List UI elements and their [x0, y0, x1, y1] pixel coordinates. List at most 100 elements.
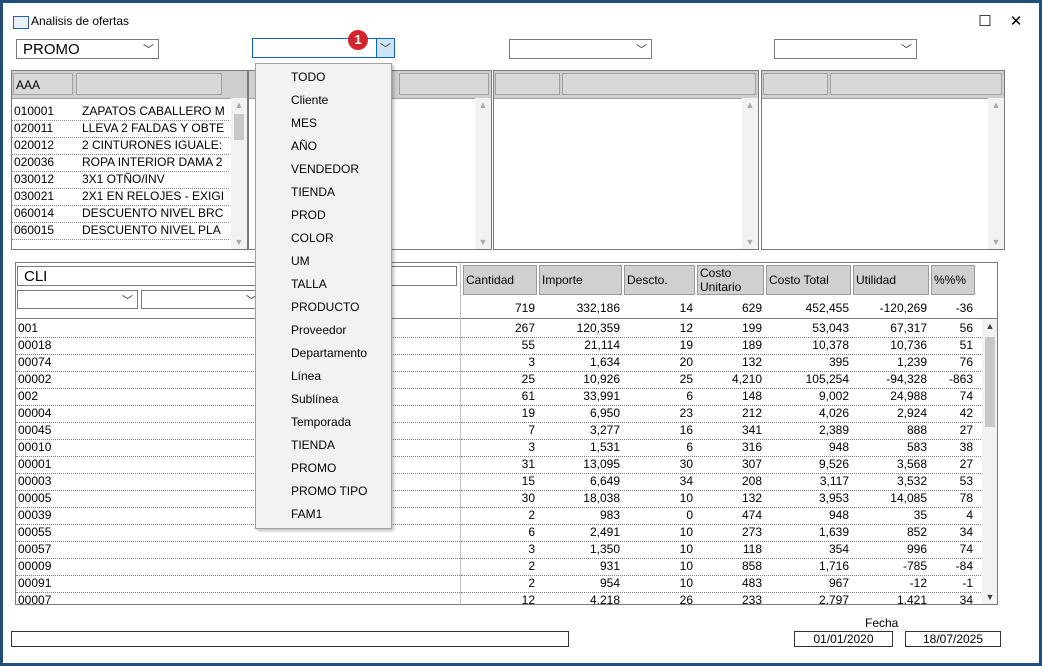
dropdown-option[interactable]: TODO	[291, 70, 326, 84]
table-row[interactable]: 00002	[16, 371, 460, 389]
table-row[interactable]: 00045	[16, 422, 460, 440]
table-row[interactable]: 12 4,218 26 233 2,797 1,421 34	[461, 592, 981, 604]
dropdown-option[interactable]: Temporada	[291, 415, 352, 429]
list-item[interactable]: 020036 ROPA INTERIOR DAMA 2	[12, 154, 229, 172]
dropdown-option[interactable]: Sublínea	[291, 392, 339, 406]
table-row[interactable]: 3 1,634 20 132 395 1,239 76	[461, 354, 981, 372]
filter-combo-2[interactable]: ﹀	[252, 38, 395, 58]
scroll-down-icon[interactable]: ▼	[991, 237, 1001, 247]
table-row[interactable]: 00039	[16, 507, 460, 525]
combo-dropdown-button[interactable]	[376, 39, 394, 57]
table-row[interactable]: 00010	[16, 439, 460, 457]
list-item[interactable]: 010001 ZAPATOS CABALLERO M	[12, 103, 229, 121]
table-row[interactable]: 31 13,095 30 307 9,526 3,568 27	[461, 456, 981, 474]
scroll-up-icon[interactable]: ▲	[985, 321, 995, 331]
table-row[interactable]: 2 954 10 483 967 -12 -1	[461, 575, 981, 593]
table-row[interactable]: 00004	[16, 405, 460, 423]
dropdown-option[interactable]: MES	[291, 116, 318, 130]
dropdown-option[interactable]: Línea	[291, 369, 322, 383]
table-row[interactable]: 00009	[16, 558, 460, 576]
vertical-scrollbar[interactable]: ▲ ▼	[982, 319, 997, 604]
list-item[interactable]: 020012 2 CINTURONES IGUALE:	[12, 137, 229, 155]
table-row[interactable]: 00057	[16, 541, 460, 559]
table-row[interactable]: 2 931 10 858 1,716 -785 -84	[461, 558, 981, 576]
scroll-up-icon[interactable]: ▲	[478, 100, 488, 110]
dropdown-option[interactable]: Cliente	[291, 93, 329, 107]
dropdown-option[interactable]: PROD	[291, 208, 326, 222]
dropdown-option[interactable]: PROMO	[291, 461, 337, 475]
table-row[interactable]: 002	[16, 388, 460, 406]
column-header[interactable]: Costo Unitario	[697, 265, 764, 295]
dropdown-option[interactable]: TALLA	[291, 277, 327, 291]
column-header[interactable]: Utilidad	[853, 265, 929, 295]
dropdown-option[interactable]: TIENDA	[291, 185, 336, 199]
filter-combo-3[interactable]: ﹀	[509, 39, 652, 59]
scroll-up-icon[interactable]: ▲	[991, 100, 1001, 110]
scroll-down-icon[interactable]: ▼	[745, 237, 755, 247]
table-row[interactable]: 3 1,531 6 316 948 583 38	[461, 439, 981, 457]
dropdown-option[interactable]: PROMO TIPO	[291, 484, 368, 498]
list-item[interactable]: 060015 DESCUENTO NIVEL PLA	[12, 222, 229, 240]
scroll-thumb[interactable]	[234, 114, 244, 140]
dropdown-option[interactable]: VENDEDOR	[291, 162, 360, 176]
group-filter-1[interactable]: ﹀	[17, 290, 138, 309]
dropdown-option[interactable]: Departamento	[291, 346, 368, 360]
date-to-field[interactable]: 18/07/2025	[905, 631, 1001, 647]
table-row[interactable]: 61 33,991 6 148 9,002 24,988 74	[461, 388, 981, 406]
scroll-down-icon[interactable]: ▼	[478, 237, 488, 247]
table-row[interactable]: 00003	[16, 473, 460, 491]
column-header[interactable]	[495, 73, 560, 95]
dropdown-option[interactable]: AÑO	[291, 139, 318, 153]
filter-combo-4[interactable]: ﹀	[774, 39, 917, 59]
status-field[interactable]	[11, 631, 569, 647]
scroll-up-icon[interactable]: ▲	[234, 100, 244, 110]
vertical-scrollbar[interactable]: ▲ ▼	[742, 98, 758, 249]
vertical-scrollbar[interactable]: ▲ ▼	[475, 98, 491, 249]
column-header[interactable]: Importe	[539, 265, 622, 295]
list-item[interactable]: 020011 LLEVA 2 FALDAS Y OBTE	[12, 120, 229, 138]
column-header[interactable]: AAA	[13, 73, 73, 95]
table-row[interactable]: 00007	[16, 592, 460, 604]
column-header[interactable]	[763, 73, 828, 95]
scroll-up-icon[interactable]: ▲	[745, 100, 755, 110]
column-header[interactable]	[562, 73, 756, 95]
column-header[interactable]: Descto.	[624, 265, 695, 295]
dropdown-option[interactable]: UM	[291, 254, 310, 268]
table-row[interactable]: 00074	[16, 354, 460, 372]
dropdown-option[interactable]: Proveedor	[291, 323, 347, 337]
table-row[interactable]: 2 983 0 474 948 35 4	[461, 507, 981, 525]
table-row[interactable]: 30 18,038 10 132 3,953 14,085 78	[461, 490, 981, 508]
table-row[interactable]: 55 21,114 19 189 10,378 10,736 51	[461, 337, 981, 355]
list-item[interactable]: 030021 2X1 EN RELOJES - EXIGI	[12, 188, 229, 206]
dropdown-option[interactable]: COLOR	[291, 231, 334, 245]
scroll-down-icon[interactable]: ▼	[234, 237, 244, 247]
close-icon[interactable]: ✕	[1009, 13, 1023, 30]
table-row[interactable]: 00001	[16, 456, 460, 474]
table-row[interactable]: 19 6,950 23 212 4,026 2,924 42	[461, 405, 981, 423]
vertical-scrollbar[interactable]: ▲ ▼	[231, 98, 247, 249]
dropdown-option[interactable]: TIENDA	[291, 438, 336, 452]
scroll-thumb[interactable]	[985, 337, 995, 427]
date-from-field[interactable]: 01/01/2020	[794, 631, 893, 647]
group-filter-2[interactable]: ﹀	[141, 290, 262, 309]
maximize-icon[interactable]: ☐	[978, 13, 992, 30]
table-row[interactable]: 00091	[16, 575, 460, 593]
list-item[interactable]: 030012 3X1 OTÑO/INV	[12, 171, 229, 189]
table-row[interactable]: 7 3,277 16 341 2,389 888 27	[461, 422, 981, 440]
column-header[interactable]	[399, 73, 489, 95]
scroll-down-icon[interactable]: ▼	[985, 592, 995, 602]
filter-combo-1[interactable]: PROMO ﹀	[16, 39, 159, 59]
table-row[interactable]: 00005	[16, 490, 460, 508]
column-header[interactable]	[830, 73, 1002, 95]
table-row[interactable]: 267 120,359 12 199 53,043 67,317 56	[461, 320, 981, 338]
vertical-scrollbar[interactable]: ▲ ▼	[988, 98, 1004, 249]
column-header[interactable]: Cantidad	[463, 265, 537, 295]
dropdown-option[interactable]: FAM1	[291, 507, 323, 521]
list-item[interactable]: 060014 DESCUENTO NIVEL BRC	[12, 205, 229, 223]
column-header[interactable]	[76, 73, 222, 95]
table-row[interactable]: 3 1,350 10 118 354 996 74	[461, 541, 981, 559]
table-row[interactable]: 6 2,491 10 273 1,639 852 34	[461, 524, 981, 542]
table-row[interactable]: 001	[16, 320, 460, 338]
group-field[interactable]: CLI	[17, 266, 457, 286]
table-row[interactable]: 15 6,649 34 208 3,117 3,532 53	[461, 473, 981, 491]
